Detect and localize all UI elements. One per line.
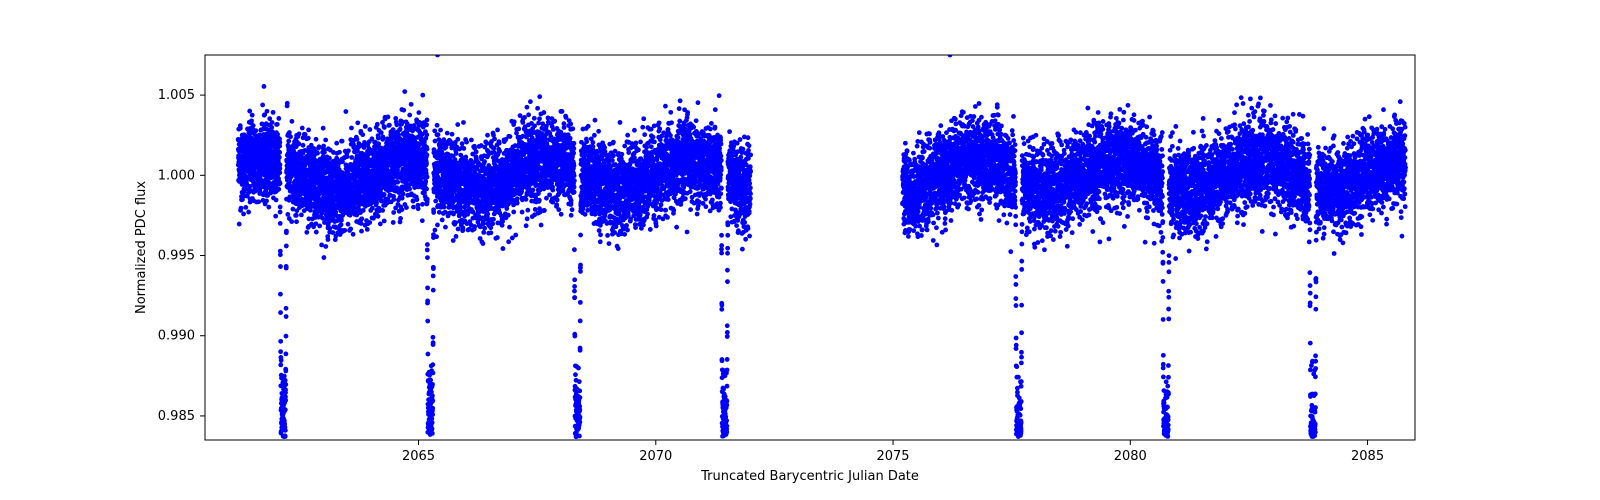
x-axis-label: Truncated Barycentric Julian Date [700,469,919,484]
y-axis-label: Normalized PDC flux [134,181,149,314]
y-tick-label: 1.005 [158,88,195,103]
x-tick-label: 2070 [639,449,672,464]
x-tick-label: 2065 [402,449,435,464]
y-tick-label: 0.985 [158,409,195,424]
y-tick-label: 1.000 [158,168,195,183]
y-tick-label: 0.990 [158,329,195,344]
x-tick-label: 2080 [1114,449,1147,464]
y-tick-label: 0.995 [158,249,195,264]
x-tick-label: 2085 [1351,449,1384,464]
x-tick-label: 2075 [876,449,909,464]
lightcurve-chart: 2065 2070 2075 2080 2085 0.985 0.990 0.995 1.000… [0,0,1600,500]
chart-svg: 2065 2070 2075 2080 2085 0.985 0.990 0.995 1.000… [0,0,1600,500]
